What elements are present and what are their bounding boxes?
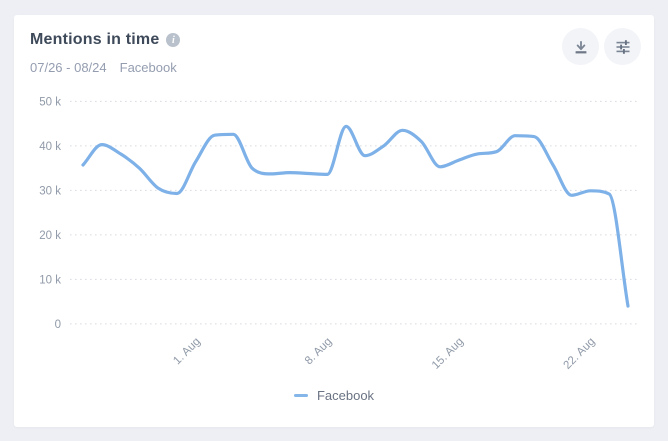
filters-button[interactable] [604,28,641,65]
info-icon[interactable]: i [166,33,181,47]
x-axis-tick-label: 15. Aug [430,336,466,372]
y-axis-tick-label: 20 k [39,230,61,242]
download-icon [572,38,590,56]
legend-label: Facebook [316,388,375,403]
legend-color-dash [293,394,308,397]
chart-legend: Facebook [14,388,654,403]
date-range: 07/26 - 08/24 [30,60,107,75]
x-axis-tick-label: 8. Aug [303,336,335,368]
source-label: Facebook [119,60,177,75]
x-axis-tick-label: 1. Aug [171,336,203,368]
card-actions [562,28,641,65]
page-title: Mentions in time [30,31,160,48]
card-header: Mentions in time i [30,31,181,49]
legend-item-facebook[interactable]: Facebook [293,388,375,403]
y-axis-tick-label: 40 k [39,141,61,153]
series-line-facebook[interactable] [81,124,630,308]
sliders-icon [614,38,632,56]
mentions-card [14,15,654,427]
y-axis-tick-label: 50 k [39,96,61,108]
x-axis-tick-label: 22. Aug [561,336,597,372]
y-axis-tick-label: 30 k [39,185,61,197]
card-subtitle: 07/26 - 08/24 Facebook [30,60,177,75]
download-button[interactable] [562,28,599,65]
y-axis-tick-label: 0 [55,319,61,331]
y-axis-tick-label: 10 k [39,274,61,286]
